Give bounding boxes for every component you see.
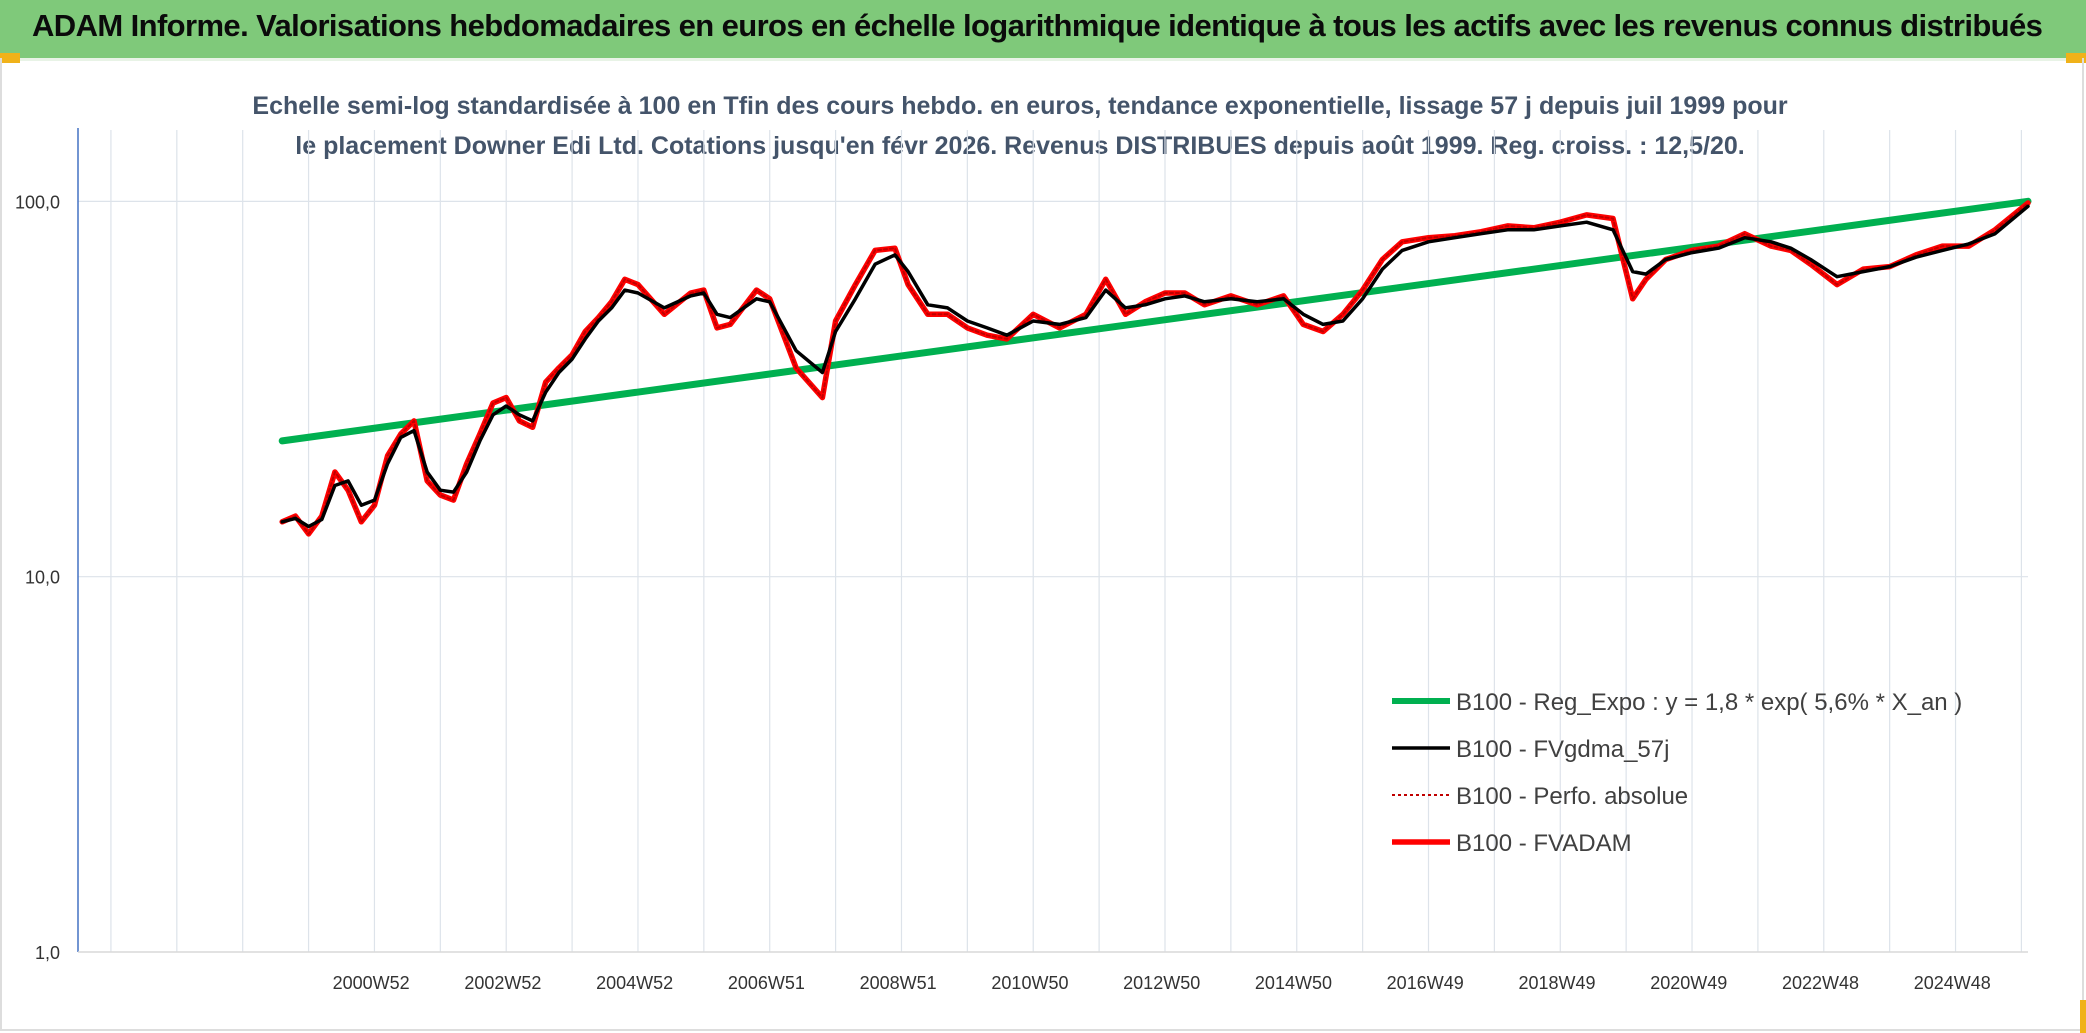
chart-series	[278, 197, 2032, 537]
x-tick-label: 2006W51	[728, 973, 805, 993]
chart-legend: B100 - Reg_Expo : y = 1,8 * exp( 5,6% * …	[1392, 689, 1962, 857]
legend-label: B100 - Perfo. absolue	[1456, 783, 1688, 810]
x-tick-label: 2014W50	[1255, 973, 1332, 993]
x-tick-label: 2016W49	[1387, 973, 1464, 993]
x-tick-label: 2010W50	[991, 973, 1068, 993]
x-tick-label: 2022W48	[1782, 973, 1859, 993]
chart-frame	[0, 58, 2084, 1031]
x-tick-label: 2004W52	[596, 973, 673, 993]
x-tick-label: 2018W49	[1518, 973, 1595, 993]
x-tick-labels: 2000W52 2002W52 2004W52 2006W51 2008W51 2010W…	[333, 973, 1991, 993]
legend-label: B100 - FVgdma_57j	[1456, 736, 1669, 763]
header-corner-left	[0, 53, 20, 63]
y-tick-label: 1,0	[35, 943, 60, 963]
y-tick-label: 100,0	[15, 192, 60, 212]
chart-grid	[78, 130, 2028, 952]
report-title: ADAM Informe. Valorisations hebdomadaire…	[32, 8, 2043, 43]
x-tick-label: 2000W52	[333, 973, 410, 993]
header-corner-right	[2066, 53, 2086, 63]
x-tick-label: 2002W52	[464, 973, 541, 993]
series-regression	[278, 197, 2032, 445]
series-perfo-absolue	[281, 202, 2029, 535]
x-tick-label: 2020W49	[1650, 973, 1727, 993]
x-tick-label: 2024W48	[1914, 973, 1991, 993]
frame-corner-bottom-right	[2080, 1000, 2086, 1033]
legend-label: B100 - FVADAM	[1456, 830, 1632, 857]
x-tick-label: 2012W50	[1123, 973, 1200, 993]
legend-label: B100 - Reg_Expo : y = 1,8 * exp( 5,6% * …	[1456, 689, 1962, 716]
series-fvadam	[279, 200, 2031, 537]
y-tick-label: 10,0	[25, 568, 60, 588]
y-tick-labels: 1,0 10,0 100,0	[15, 192, 60, 963]
x-tick-label: 2008W51	[860, 973, 937, 993]
chart-axes	[77, 128, 2028, 953]
chart-title: Echelle semi-log standardisée à 100 en T…	[252, 92, 1788, 160]
series-fvgdma	[280, 204, 2030, 529]
report-header: ADAM Informe. Valorisations hebdomadaire…	[0, 0, 2086, 61]
